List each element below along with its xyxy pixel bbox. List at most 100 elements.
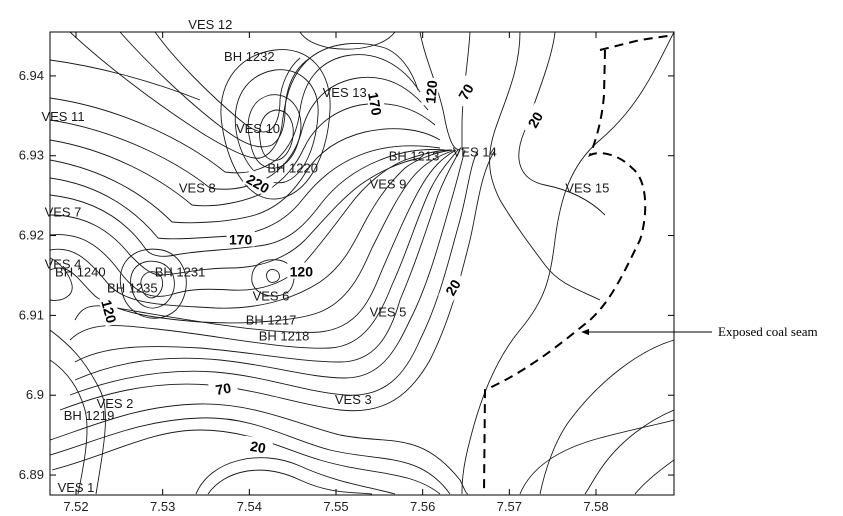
contour-line xyxy=(74,149,461,363)
contour-label-bg xyxy=(242,168,275,197)
contour-line xyxy=(519,419,674,495)
contour-line xyxy=(74,149,457,333)
contour-label-bg xyxy=(365,88,387,119)
location-label: VES 10 xyxy=(236,121,280,136)
location-label: VES 15 xyxy=(565,181,609,196)
x-tick-label: 7.55 xyxy=(323,499,348,514)
contour-value-label: 70 xyxy=(214,380,232,398)
contour-line xyxy=(69,149,479,396)
y-tick-label: 6.93 xyxy=(19,148,44,163)
location-label: BH 1231 xyxy=(155,264,206,279)
contour-label-bg xyxy=(520,103,549,136)
contour-label-bg xyxy=(451,75,480,108)
location-label: VES 1 xyxy=(58,480,95,495)
contour-value-label: 120 xyxy=(290,263,314,279)
y-tick-label: 6.91 xyxy=(19,307,44,322)
contour-line xyxy=(69,149,459,349)
contour-line xyxy=(247,94,302,169)
y-tick-label: 6.92 xyxy=(19,228,44,243)
location-label: VES 7 xyxy=(45,205,82,220)
contour-label-bg xyxy=(287,262,316,279)
location-label: VES 3 xyxy=(335,392,372,407)
contour-line xyxy=(299,32,396,50)
contour-line xyxy=(220,49,331,200)
contour-line xyxy=(266,269,280,283)
contour-value-label: 20 xyxy=(442,277,464,299)
contour-line xyxy=(140,271,163,299)
contour-label-bg xyxy=(226,230,255,247)
contour-line xyxy=(419,32,461,151)
location-label: BH 1217 xyxy=(246,312,297,327)
contour-line xyxy=(50,417,451,495)
location-label: VES 8 xyxy=(179,181,216,196)
contour-value-label: 170 xyxy=(365,91,385,117)
coal-seam-annotation: Exposed coal seam xyxy=(581,324,818,339)
contour-line xyxy=(50,329,106,495)
contour-line xyxy=(50,149,453,297)
plot-frame xyxy=(49,31,675,496)
location-label: BH 1240 xyxy=(55,264,106,279)
annotation-text: Exposed coal seam xyxy=(718,324,818,339)
contour-line xyxy=(119,248,187,319)
location-label: VES 11 xyxy=(41,109,84,124)
location-labels: VES 12 BH 1232 VES 13 VES 11 VES 10 BH 1213 VE… xyxy=(41,17,609,495)
contour-value-label: 120 xyxy=(98,298,120,325)
contour-line xyxy=(539,339,674,495)
location-label: VES 13 xyxy=(323,85,367,100)
x-tick-label: 7.54 xyxy=(237,499,262,514)
contour-line xyxy=(69,32,419,159)
contour-line xyxy=(50,359,88,495)
contour-lines xyxy=(50,32,674,495)
contour-line xyxy=(119,32,311,148)
contour-line xyxy=(50,149,453,309)
x-tick-label: 7.56 xyxy=(410,499,435,514)
contour-value-label: 120 xyxy=(422,79,440,104)
location-label: BH 1218 xyxy=(259,328,310,343)
contour-line xyxy=(50,59,201,101)
contour-line xyxy=(59,149,496,412)
contour-line xyxy=(50,149,446,257)
x-tick-label: 7.58 xyxy=(583,499,608,514)
contour-value-label: 20 xyxy=(525,109,547,131)
contour-line xyxy=(50,54,421,174)
contour-line xyxy=(195,457,396,495)
location-label: VES 9 xyxy=(370,177,407,192)
contour-line xyxy=(154,32,301,133)
contour-line xyxy=(74,149,466,381)
location-label: BH 1219 xyxy=(64,408,115,423)
x-tick-label: 7.57 xyxy=(497,499,522,514)
location-label: BH 1232 xyxy=(224,49,275,64)
location-label: BH 1213 xyxy=(389,149,440,164)
contour-label-bg xyxy=(438,270,467,304)
contour-value-label: 170 xyxy=(229,232,253,248)
contour-label-bg xyxy=(421,77,440,107)
y-tick-label: 6.9 xyxy=(26,387,44,402)
y-tick-label: 6.89 xyxy=(19,467,44,482)
contour-line xyxy=(50,145,441,240)
contour-line xyxy=(50,257,73,301)
y-axis: 6.89 6.9 6.91 6.92 6.93 6.94 xyxy=(19,68,674,482)
contour-value-label: 20 xyxy=(249,438,267,456)
y-tick-label: 6.94 xyxy=(19,68,44,83)
contour-line xyxy=(130,260,175,309)
contour-line xyxy=(50,149,456,324)
x-tick-label: 7.52 xyxy=(63,499,88,514)
location-label: VES 5 xyxy=(370,304,407,319)
contour-line xyxy=(50,403,469,495)
location-label: VES 2 xyxy=(97,396,134,411)
contour-line xyxy=(584,409,674,495)
location-label: BH 1220 xyxy=(267,161,318,176)
location-label: VES 4 xyxy=(45,257,82,272)
contour-label-bg xyxy=(242,435,274,457)
contour-line xyxy=(259,109,294,161)
contour-line xyxy=(518,32,606,216)
contour-label-bg xyxy=(207,377,239,399)
x-axis: 7.52 7.53 7.54 7.55 7.56 7.57 7.58 xyxy=(63,32,609,514)
contour-line xyxy=(50,128,441,224)
location-label: VES 6 xyxy=(253,288,290,303)
contour-line xyxy=(489,32,601,301)
location-label: VES 14 xyxy=(453,145,497,160)
location-label: VES 12 xyxy=(188,17,232,32)
contour-line xyxy=(461,32,674,495)
